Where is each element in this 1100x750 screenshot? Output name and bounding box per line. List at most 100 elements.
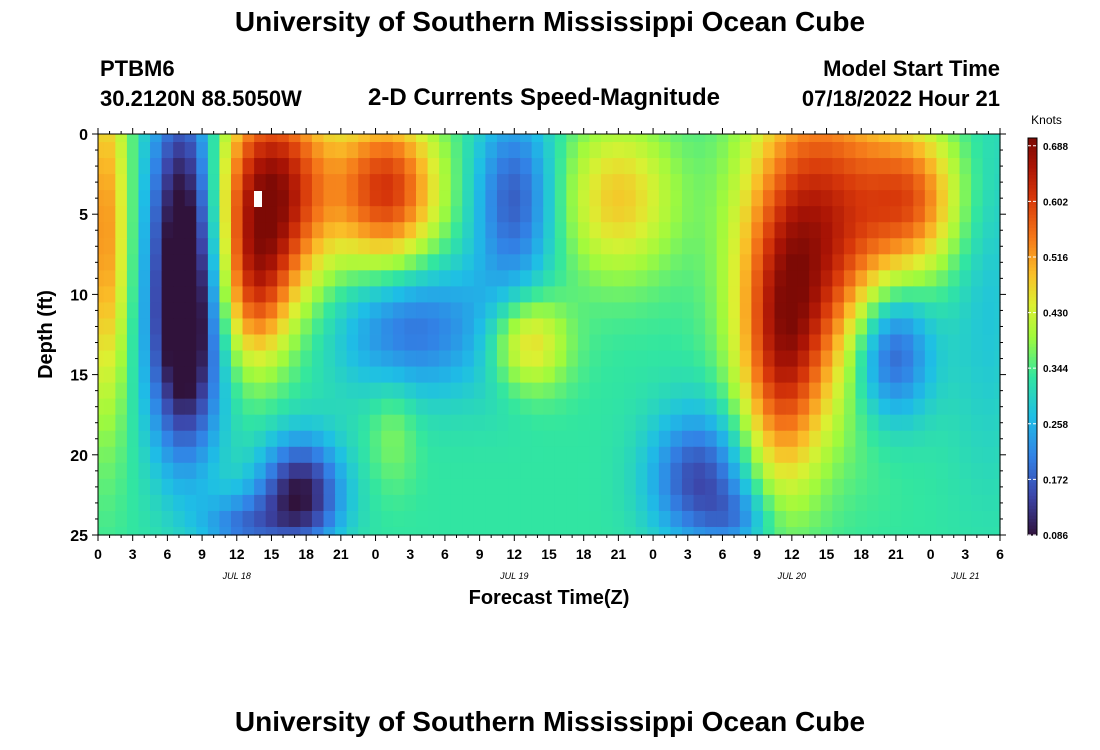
heatmap-cell bbox=[207, 158, 221, 175]
heatmap-cell bbox=[98, 462, 105, 480]
heatmap-cell bbox=[832, 302, 845, 320]
heatmap-cell bbox=[543, 430, 556, 448]
heatmap-cell bbox=[161, 206, 174, 223]
heatmap-cell bbox=[658, 174, 672, 191]
heatmap-cell bbox=[242, 318, 255, 336]
heatmap-cell bbox=[693, 334, 706, 352]
heatmap-cell bbox=[392, 206, 406, 223]
heatmap-cell bbox=[878, 446, 891, 464]
heatmap-cell bbox=[381, 494, 394, 512]
heatmap-cell bbox=[138, 206, 151, 223]
heatmap-cell bbox=[416, 142, 429, 159]
heatmap-cell bbox=[867, 478, 880, 496]
heatmap-cell bbox=[265, 414, 278, 432]
heatmap-cell bbox=[612, 238, 625, 255]
heatmap-cell bbox=[496, 190, 510, 207]
heatmap-cell bbox=[566, 238, 579, 255]
heatmap-cell bbox=[161, 158, 174, 175]
heatmap-cell bbox=[762, 398, 776, 416]
heatmap-cell bbox=[150, 134, 163, 143]
heatmap-cell bbox=[635, 190, 648, 207]
heatmap-cell bbox=[98, 318, 105, 336]
heatmap-cell bbox=[416, 494, 429, 512]
heatmap-cell bbox=[959, 510, 972, 528]
heatmap-cell bbox=[103, 222, 116, 239]
heatmap-cell bbox=[843, 510, 857, 528]
heatmap-cell bbox=[161, 398, 174, 416]
heatmap-cell bbox=[971, 190, 984, 207]
heatmap-cell bbox=[230, 414, 244, 432]
heatmap-cell bbox=[103, 494, 116, 512]
heatmap-cell bbox=[138, 414, 151, 432]
heatmap-cell bbox=[959, 494, 972, 512]
heatmap-cell bbox=[126, 238, 140, 255]
heatmap-cell bbox=[739, 350, 752, 368]
heatmap-cell bbox=[508, 366, 521, 384]
heatmap-cell bbox=[473, 142, 486, 159]
heatmap-cell bbox=[612, 414, 625, 432]
heatmap-cell bbox=[462, 510, 475, 528]
heatmap-cell bbox=[485, 286, 498, 304]
heatmap-cell bbox=[288, 238, 301, 255]
heatmap-cell bbox=[855, 494, 868, 512]
heatmap-cell bbox=[554, 478, 567, 496]
heatmap-cell bbox=[196, 206, 209, 223]
heatmap-cell bbox=[832, 174, 845, 191]
colorbar-segment bbox=[1028, 475, 1037, 480]
footer-title: University of Southern Mississippi Ocean… bbox=[234, 706, 866, 737]
heatmap-cell bbox=[126, 526, 140, 536]
heatmap-cell bbox=[947, 478, 961, 496]
heatmap-cell bbox=[392, 334, 406, 352]
heatmap-cell bbox=[716, 350, 729, 368]
heatmap-cell bbox=[508, 382, 521, 400]
heatmap-cell bbox=[577, 222, 591, 239]
heatmap-cell bbox=[404, 398, 417, 416]
colorbar-segment bbox=[1028, 501, 1037, 506]
heatmap-cell bbox=[762, 134, 776, 143]
heatmap-cell bbox=[913, 462, 926, 480]
heatmap-cell bbox=[520, 494, 533, 512]
heatmap-cell bbox=[450, 302, 463, 320]
heatmap-cell bbox=[98, 270, 105, 287]
heatmap-cell bbox=[381, 318, 394, 336]
heatmap-cell bbox=[254, 134, 267, 143]
heatmap-cell bbox=[462, 446, 475, 464]
heatmap-cell bbox=[184, 302, 197, 320]
heatmap-cell bbox=[716, 302, 729, 320]
heatmap-cell bbox=[959, 238, 972, 255]
colorbar-segment bbox=[1028, 346, 1037, 351]
heatmap-cell bbox=[890, 510, 903, 528]
heatmap-cell bbox=[994, 414, 1001, 432]
heatmap-cell bbox=[230, 286, 244, 304]
heatmap-cell bbox=[589, 286, 602, 304]
heatmap-cell bbox=[982, 366, 995, 384]
heatmap-cell bbox=[346, 142, 359, 159]
heatmap-cell bbox=[427, 222, 440, 239]
heatmap-cell bbox=[670, 286, 683, 304]
date-label: JUL 21 bbox=[950, 571, 979, 581]
heatmap-cell bbox=[936, 350, 949, 368]
heatmap-cell bbox=[450, 318, 463, 336]
heatmap-cell bbox=[496, 526, 510, 536]
heatmap-cell bbox=[219, 510, 232, 528]
heatmap-cell bbox=[797, 430, 810, 448]
colorbar-segment bbox=[1028, 478, 1037, 483]
heatmap-cell bbox=[496, 318, 510, 336]
heatmap-cell bbox=[624, 414, 637, 432]
heatmap-cell bbox=[485, 334, 498, 352]
heatmap-cell bbox=[832, 142, 845, 159]
heatmap-cell bbox=[554, 430, 567, 448]
heatmap-cell bbox=[439, 318, 452, 336]
heatmap-cell bbox=[404, 270, 417, 287]
heatmap-cell bbox=[98, 414, 105, 432]
heatmap-cell bbox=[358, 142, 371, 159]
heatmap-cell bbox=[520, 318, 533, 336]
heatmap-cell bbox=[913, 174, 926, 191]
heatmap-cell bbox=[381, 462, 394, 480]
x-tick-label: 12 bbox=[229, 546, 245, 562]
heatmap-cell bbox=[173, 134, 186, 143]
heatmap-cell bbox=[416, 510, 429, 528]
heatmap-cell bbox=[809, 398, 822, 416]
heatmap-cell bbox=[98, 190, 105, 207]
heatmap-cell bbox=[820, 462, 833, 480]
